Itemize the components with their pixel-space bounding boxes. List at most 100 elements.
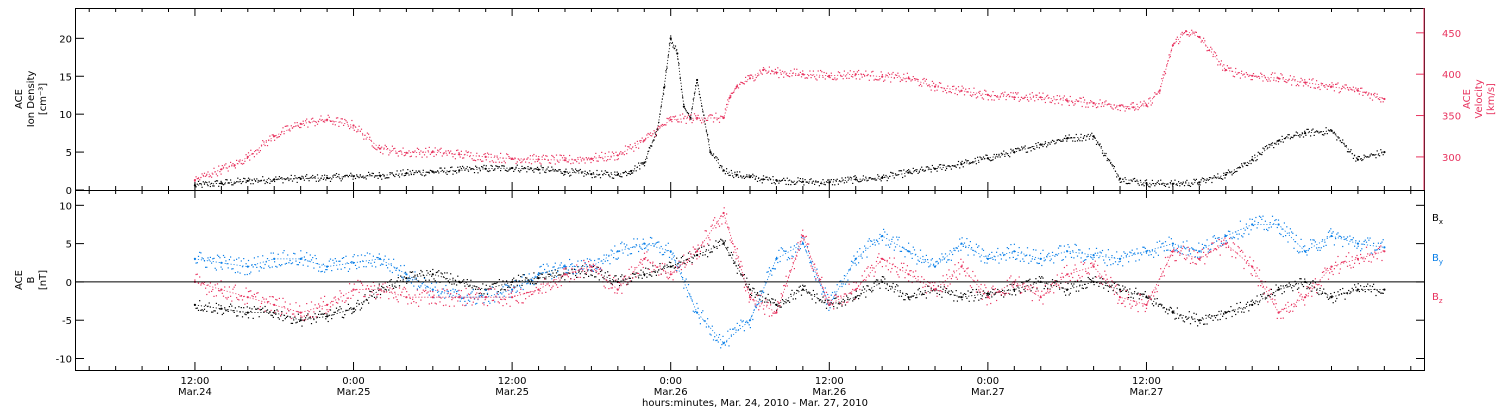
bx-series-point xyxy=(326,315,328,317)
bz-series-point xyxy=(828,304,830,306)
bz-series-point xyxy=(1145,304,1147,306)
bx-series-point xyxy=(1066,289,1068,291)
by-series-point xyxy=(1066,250,1068,252)
bz-series-point xyxy=(1066,273,1068,275)
bx-series-point xyxy=(855,296,857,298)
density-series-point xyxy=(723,169,725,171)
velocity-series-point xyxy=(1185,30,1187,32)
density-series-point xyxy=(683,106,685,108)
by-series-point xyxy=(802,243,804,245)
bz-series-point xyxy=(987,296,989,298)
density-ytick-label: 0 xyxy=(66,186,72,197)
density-series-point xyxy=(247,180,249,182)
bz-series-point xyxy=(511,296,513,298)
bz-series-point xyxy=(670,273,672,275)
bz-series-point xyxy=(1278,312,1280,314)
by-series-point xyxy=(775,258,777,260)
bz-series-point xyxy=(247,296,249,298)
bx-series-point xyxy=(1251,304,1253,306)
bx-series-point xyxy=(775,304,777,306)
x-tick-label-date: Mar.26 xyxy=(654,387,688,398)
bz-series-point xyxy=(432,296,434,298)
density-series-point xyxy=(881,177,883,179)
bx-series-point xyxy=(352,308,354,310)
by-series-point xyxy=(1172,243,1174,245)
density-series-point xyxy=(775,179,777,181)
velocity-series-point xyxy=(1225,69,1227,71)
by-series-point xyxy=(855,258,857,260)
density-ytick-label: 15 xyxy=(59,72,72,83)
velocity-series-point xyxy=(736,86,738,88)
bx-series-point xyxy=(194,304,196,306)
density-series-point xyxy=(590,173,592,175)
density-series-point xyxy=(220,182,222,184)
by-series-point xyxy=(1251,223,1253,225)
bx-series-point xyxy=(960,296,962,298)
velocity-ylabel-2: Velocity xyxy=(1474,79,1485,118)
x-tick-label-date: Mar.25 xyxy=(337,387,371,398)
b-ylabel-3: [nT] xyxy=(38,270,49,290)
density-series-point xyxy=(379,175,381,177)
legend-by-sub: y xyxy=(1439,258,1443,266)
by-series-point xyxy=(1330,235,1332,237)
velocity-series-point xyxy=(1357,90,1359,92)
velocity-series-point xyxy=(1251,75,1253,77)
bx-series-point xyxy=(1278,289,1280,291)
velocity-series-point xyxy=(1330,86,1332,88)
velocity-series-point xyxy=(352,124,354,126)
bz-series-point xyxy=(537,289,539,291)
bz-series-point xyxy=(564,273,566,275)
by-series-point xyxy=(1225,235,1227,237)
velocity-series-point xyxy=(485,156,487,158)
velocity-series-point xyxy=(1145,105,1147,107)
density-series-point xyxy=(1172,183,1174,185)
x-tick-label-time: 12:00 xyxy=(815,376,844,387)
by-series-point xyxy=(987,258,989,260)
velocity-series-point xyxy=(511,158,513,160)
velocity-series-point xyxy=(617,154,619,156)
bx-series-point xyxy=(670,266,672,268)
x-tick-label-time: 12:00 xyxy=(181,376,210,387)
bx-series-point xyxy=(1145,296,1147,298)
density-series-point xyxy=(1225,174,1227,176)
density-series-point xyxy=(1013,151,1015,153)
velocity-series-point xyxy=(696,117,698,119)
by-series-point xyxy=(1093,254,1095,256)
bottom-panel-marks xyxy=(194,207,1386,348)
bx-series-point xyxy=(749,289,751,291)
bz-series-point xyxy=(326,304,328,306)
density-series-point xyxy=(908,172,910,174)
bx-series-point xyxy=(247,312,249,314)
x-tick-label-time: 0:00 xyxy=(977,376,999,387)
b-ylabel-2: B xyxy=(26,276,37,283)
density-series-trace xyxy=(195,38,1385,185)
velocity-series-point xyxy=(908,77,910,79)
by-series-point xyxy=(643,243,645,245)
density-series-point xyxy=(663,87,665,89)
density-series-point xyxy=(960,163,962,165)
bz-series-point xyxy=(379,289,381,291)
velocity-ylabel-3: [km/s] xyxy=(1486,83,1497,115)
velocity-series-point xyxy=(458,153,460,155)
density-series-point xyxy=(458,169,460,171)
velocity-series-point xyxy=(379,148,381,150)
velocity-series-point xyxy=(194,179,196,181)
velocity-series-point xyxy=(273,135,275,137)
b-ytick-label: 5 xyxy=(66,240,72,251)
density-series-point xyxy=(273,178,275,180)
by-series-point xyxy=(908,250,910,252)
by-series-point xyxy=(1013,250,1015,252)
top-panel-marks xyxy=(194,30,1386,188)
legend-bx: Bx xyxy=(1432,213,1443,226)
x-tick-label-time: 12:00 xyxy=(498,376,527,387)
velocity-series-point xyxy=(1198,36,1200,38)
bottom-panel-frame xyxy=(76,191,1425,371)
x-tick-label-date: Mar.27 xyxy=(971,387,1005,398)
bz-series-point xyxy=(934,289,936,291)
bz-series-point xyxy=(273,304,275,306)
legend-bx-sub: x xyxy=(1439,218,1443,226)
velocity-series-point xyxy=(1278,77,1280,79)
velocity-series-point xyxy=(234,164,236,166)
velocity-series-point xyxy=(802,73,804,75)
